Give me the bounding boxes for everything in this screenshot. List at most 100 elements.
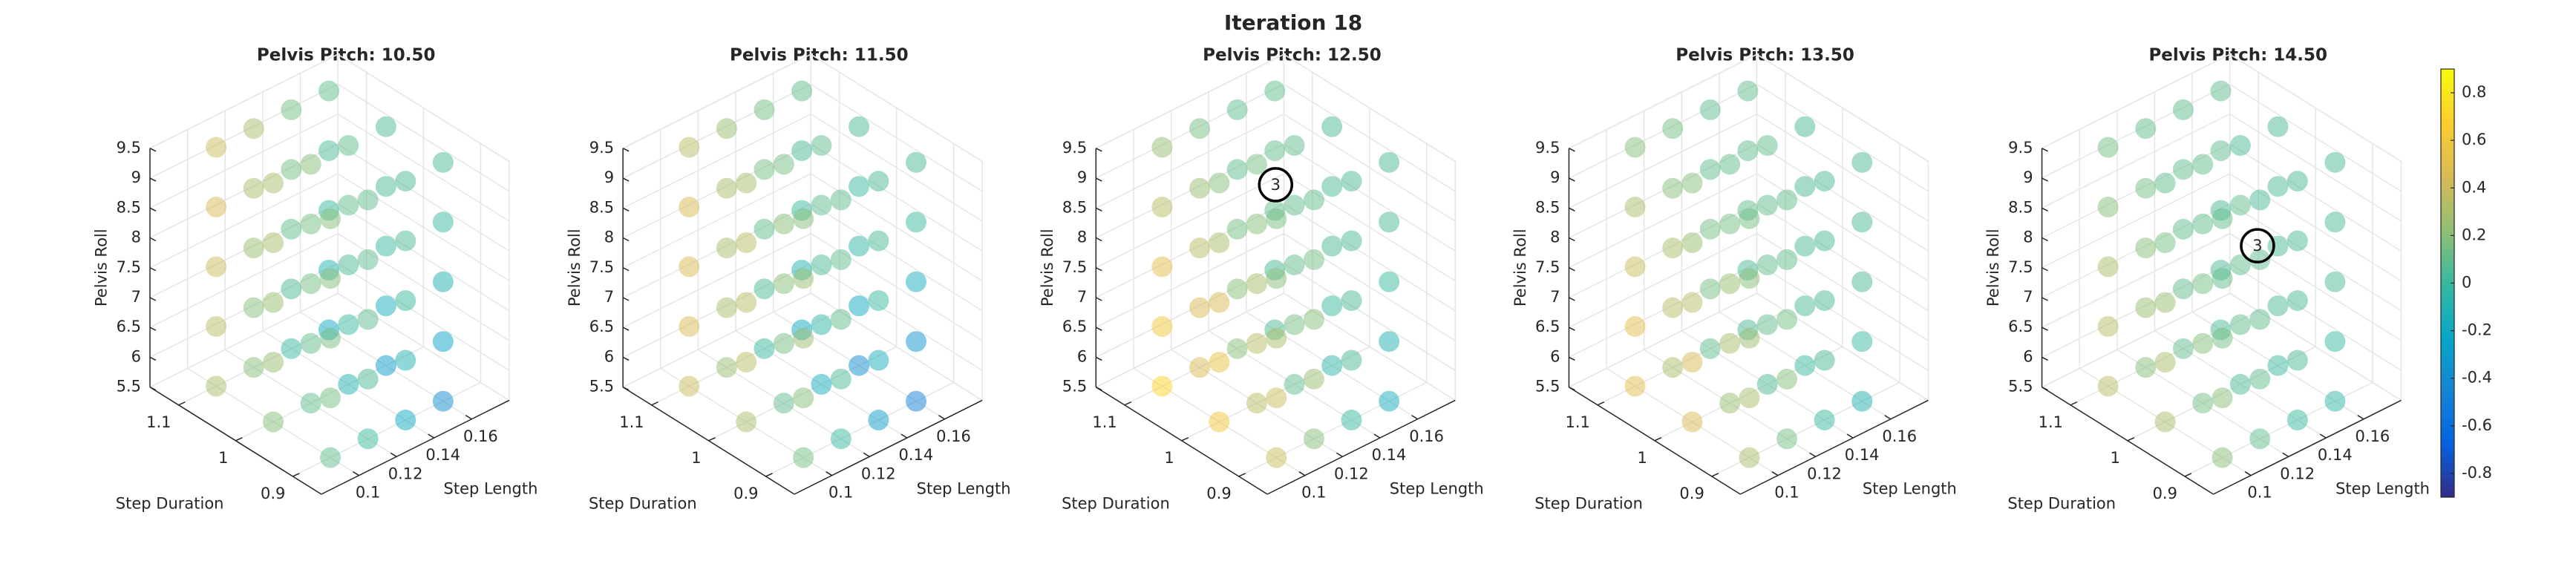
point <box>1303 249 1324 270</box>
point <box>320 268 341 289</box>
grid-line <box>1095 114 1284 209</box>
x-tick-label: 0.12 <box>1807 465 1842 482</box>
tick-mark <box>1884 415 1892 420</box>
point <box>1266 387 1287 409</box>
point <box>318 140 339 162</box>
point <box>773 154 794 175</box>
point <box>753 338 775 359</box>
tick-mark <box>2041 327 2048 331</box>
z-tick-label: 9.5 <box>589 139 614 157</box>
grid-line <box>2041 114 2230 209</box>
point <box>1209 292 1230 313</box>
tick-mark <box>938 415 945 420</box>
point <box>1719 273 1741 295</box>
z-tick-label: 8.5 <box>117 198 141 216</box>
x-axis <box>321 399 510 495</box>
point <box>1662 118 1684 140</box>
point <box>736 292 757 313</box>
point <box>1756 254 1778 275</box>
x-tick-label: 0.16 <box>1882 427 1917 445</box>
point <box>1266 208 1287 229</box>
point <box>1321 355 1343 376</box>
point <box>1699 99 1721 120</box>
x-tick-label: 0.14 <box>1372 446 1407 464</box>
point <box>338 135 359 157</box>
point <box>281 218 302 240</box>
point <box>1624 375 1646 397</box>
grid-line <box>1095 173 1284 269</box>
point <box>357 189 379 211</box>
tick-mark <box>2041 177 2048 182</box>
x-tick-label: 0.16 <box>936 427 971 445</box>
grid-line <box>149 53 339 149</box>
subplot: Pelvis Pitch: 13.50 5.5 6 6.5 7 7.5 8 8.5 9 9.5 0.… <box>1511 46 1957 513</box>
point <box>1264 140 1286 162</box>
point <box>263 172 284 194</box>
point <box>300 273 321 295</box>
point <box>2135 297 2157 318</box>
point <box>2192 273 2214 295</box>
tick-mark <box>1124 401 1132 406</box>
point <box>1379 151 1400 173</box>
point <box>1321 116 1343 137</box>
colorbar-tick-label: 0.2 <box>2462 226 2486 243</box>
point <box>1851 331 1873 352</box>
point <box>1284 135 1305 157</box>
tick-mark <box>1095 297 1102 301</box>
z-tick-label: 7 <box>2023 288 2033 306</box>
point <box>2154 352 2176 373</box>
point <box>716 297 737 318</box>
point <box>1739 447 1760 468</box>
tick-mark <box>651 401 658 406</box>
point <box>2267 176 2289 197</box>
z-axis-label: Pelvis Roll <box>566 229 583 306</box>
point <box>791 80 813 102</box>
point <box>2192 393 2214 414</box>
y-tick-label: 0.9 <box>1679 485 1704 502</box>
z-tick-label: 5.5 <box>2008 378 2033 396</box>
tick-mark <box>622 387 630 391</box>
tick-mark <box>149 327 157 331</box>
point <box>281 99 302 120</box>
z-tick-label: 7 <box>131 288 141 306</box>
tick-mark <box>1298 471 1306 476</box>
point <box>773 273 794 295</box>
y-tick-label: 0.9 <box>1206 485 1231 502</box>
point <box>1151 197 1173 218</box>
point <box>811 254 832 275</box>
y-tick-label: 1 <box>691 449 701 467</box>
point <box>432 331 454 352</box>
tick-mark <box>2282 452 2289 458</box>
tick-mark <box>1569 237 1575 242</box>
point <box>830 189 851 211</box>
x-axis <box>1739 399 1929 495</box>
z-tick-label: 7.5 <box>1535 258 1560 276</box>
y-tick-label: 0.9 <box>261 485 285 502</box>
point <box>432 271 454 292</box>
point <box>1209 172 1230 194</box>
tick-mark <box>149 148 157 152</box>
tick-mark <box>1569 148 1575 152</box>
y-tick-label: 1 <box>218 449 228 467</box>
point <box>2211 268 2233 289</box>
colorbar-tick-label: -0.6 <box>2462 416 2492 434</box>
subplot-title: Pelvis Pitch: 11.50 <box>730 46 909 65</box>
grid-line <box>622 292 811 388</box>
point <box>1662 297 1684 318</box>
point <box>395 410 416 431</box>
point <box>791 140 813 162</box>
tick-mark <box>2041 148 2048 152</box>
tick-mark <box>1809 452 1816 458</box>
point <box>338 254 359 275</box>
point <box>1209 352 1230 373</box>
point <box>395 171 416 192</box>
point <box>716 357 737 378</box>
point <box>753 159 775 180</box>
point <box>1303 189 1324 211</box>
z-axis-label: Pelvis Roll <box>93 229 111 306</box>
point <box>868 290 889 312</box>
point <box>320 387 341 409</box>
y-tick-label: 1.1 <box>146 413 171 431</box>
point <box>1776 249 1798 270</box>
point <box>395 290 416 312</box>
